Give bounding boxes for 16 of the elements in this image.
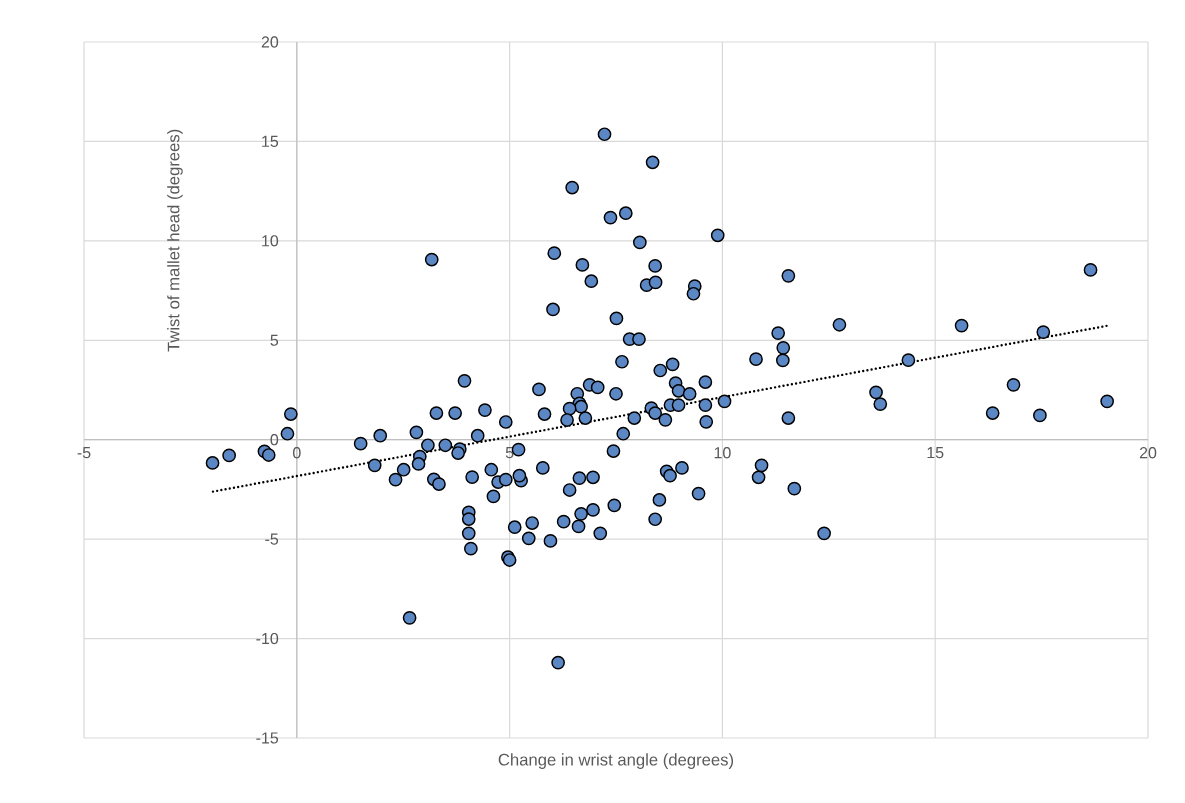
x-tick-label: 0 bbox=[292, 447, 301, 459]
y-tick-label: -5 bbox=[265, 533, 279, 545]
y-tick-label: -10 bbox=[256, 632, 279, 645]
x-tick-label: 20 bbox=[1139, 447, 1157, 459]
y-tick-label: 0 bbox=[270, 434, 279, 446]
x-tick-label: 15 bbox=[927, 447, 944, 459]
y-tick-label: 10 bbox=[262, 235, 279, 247]
x-tick-label: 5 bbox=[505, 447, 514, 459]
y-axis-title: Twist of mallet head (degrees) bbox=[167, 129, 183, 352]
y-tick-label: -15 bbox=[256, 732, 279, 744]
x-tick-label: -5 bbox=[77, 447, 91, 459]
y-tick-label: 5 bbox=[270, 334, 279, 346]
x-axis-title: Change in wrist angle (degrees) bbox=[498, 753, 734, 769]
y-tick-label: 20 bbox=[261, 36, 279, 48]
y-tick-label: 15 bbox=[262, 135, 279, 147]
x-tick-label: 10 bbox=[714, 447, 731, 459]
